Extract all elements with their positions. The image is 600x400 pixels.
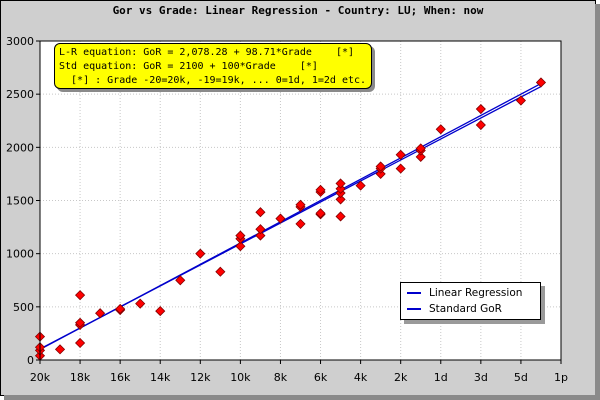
data-point [295,218,306,229]
data-point [54,344,66,355]
frame-shadow-right [595,4,600,400]
series-line-standard-gor [39,82,542,350]
x-tick-label: 8k [274,371,288,384]
data-point [175,275,186,286]
y-tick-label: 0 [27,354,34,367]
y-tick-label: 3000 [6,35,34,48]
data-point [275,213,286,224]
data-point [395,149,406,160]
data-point [215,266,226,277]
x-tick-label: 3d [474,371,488,384]
data-point [515,95,526,106]
data-point [315,208,326,219]
x-tick-label: 1d [434,371,448,384]
y-tick-label: 500 [13,301,34,314]
plot-border [39,40,562,361]
data-point [255,230,266,241]
y-tick-label: 1500 [6,195,34,208]
data-point [355,180,366,191]
data-point [75,317,86,328]
data-point [435,124,446,135]
data-point [415,143,426,154]
y-tick-label: 2000 [6,141,34,154]
data-point [415,151,426,162]
data-point [115,303,126,315]
x-tick-label: 6k [314,371,328,384]
y-tick-label: 2500 [6,88,34,101]
data-point [335,183,346,194]
data-point [255,207,266,218]
data-point [155,306,166,317]
x-tick-label: 2k [394,371,408,384]
equation-footnote: [*] : Grade -20=20k, -19=19k, ... 0=1d, … [59,75,367,86]
x-tick-label: 10k [230,371,251,384]
x-tick-label: 12k [190,371,211,384]
frame-shadow-bottom [4,395,600,400]
x-tick-label: 18k [70,371,91,384]
data-point [75,290,86,301]
equation-lr: L-R equation: GoR = 2,078.28 + 98.71*Gra… [59,47,355,58]
legend-swatch [407,308,421,310]
legend-label: Linear Regression [429,287,523,299]
data-point [315,184,326,195]
x-tick-label: 20k [30,371,51,384]
data-point [335,178,346,189]
legend-swatch [407,292,421,294]
data-point [475,103,486,115]
data-point [95,308,106,319]
x-tick-label: 5d [514,371,528,384]
equation-box: L-R equation: GoR = 2,078.28 + 98.71*Gra… [54,43,372,89]
data-point [395,163,406,174]
data-point [335,211,346,222]
data-point [535,77,547,88]
x-tick-label: 14k [150,371,171,384]
legend-item-standard-gor: Standard GoR [407,302,502,316]
data-point [475,119,486,131]
data-point [295,199,306,210]
data-point [335,194,346,205]
chart-title: Gor vs Grade: Linear Regression - Countr… [112,4,484,17]
legend-item-linear-regression: Linear Regression [407,286,522,300]
data-point [375,168,386,179]
legend: Linear Regression Standard GoR [400,282,541,320]
data-point [75,337,86,349]
x-tick-label: 16k [110,371,131,384]
data-point [195,248,206,259]
data-point [235,241,246,252]
legend-label: Standard GoR [429,303,502,315]
x-tick-label: 1p [554,371,568,384]
data-point [235,230,246,241]
y-tick-label: 1000 [6,248,34,261]
data-point [255,224,266,235]
x-tick-label: 4k [354,371,368,384]
data-point [375,161,386,172]
data-point [135,298,146,309]
equation-std: Std equation: GoR = 2100 + 100*Grade [*] [59,61,318,72]
